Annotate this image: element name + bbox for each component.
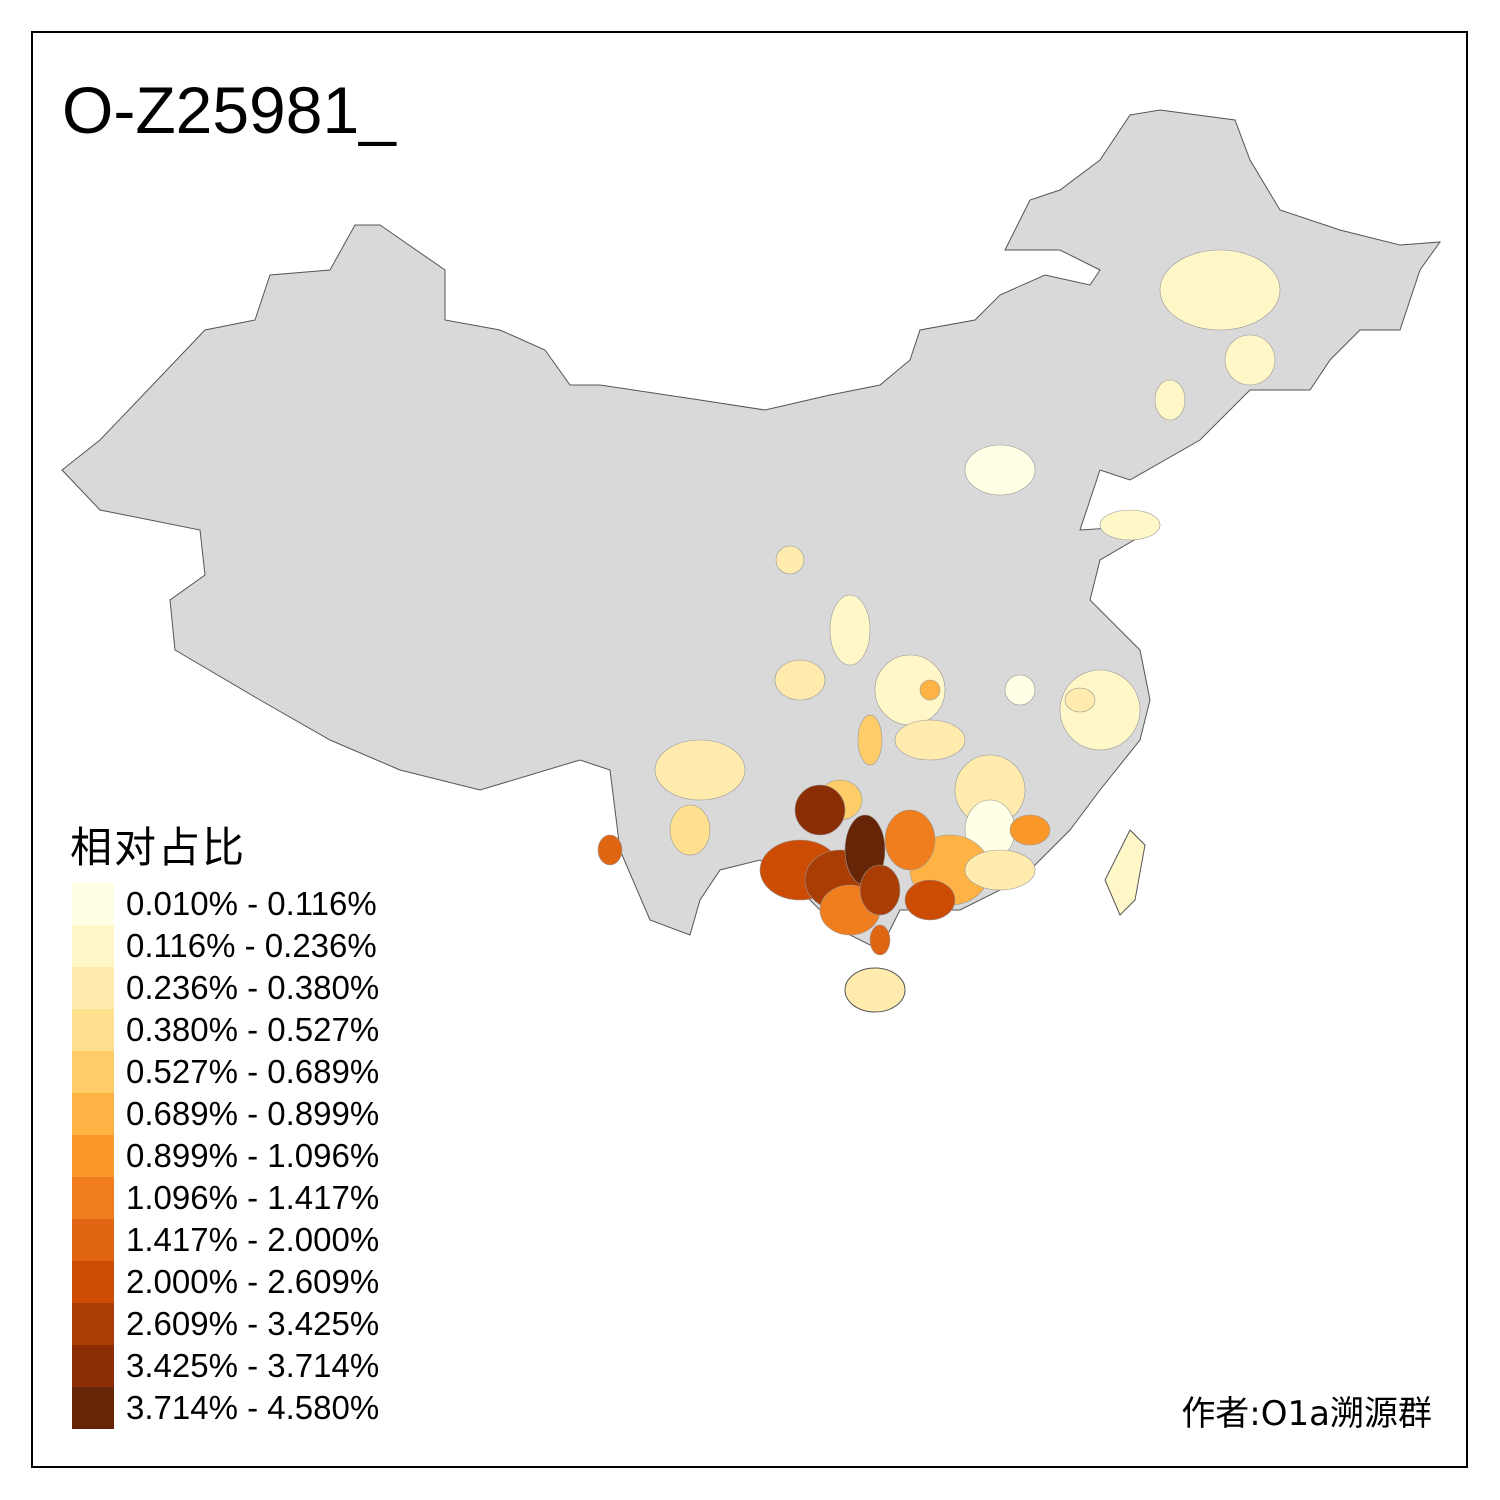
legend-item: 0.689% - 0.899% [72,1093,379,1135]
region-shape [904,879,956,921]
region-shape [894,719,966,761]
map-title: O-Z25981_ [62,73,396,147]
legend-item: 0.116% - 0.236% [72,925,379,967]
region-shape [1099,509,1161,541]
region-shape [597,834,623,866]
legend-swatch [72,1009,114,1051]
region-shape [1224,334,1276,386]
region-shape [1159,249,1281,331]
legend-item: 0.236% - 0.380% [72,967,379,1009]
legend-label: 1.417% - 2.000% [126,1221,380,1258]
region-shape [1009,814,1051,846]
region-shape [829,594,871,666]
legend-swatch [72,1177,114,1219]
legend-item: 1.417% - 2.000% [72,1219,379,1261]
legend-label: 0.116% - 0.236% [126,927,377,964]
region-shape [1154,379,1186,421]
legend-swatch [72,1093,114,1135]
legend-item: 3.425% - 3.714% [72,1345,379,1387]
legend-swatch [72,883,114,925]
legend-item: 0.527% - 0.689% [72,1051,379,1093]
region-shape [964,444,1036,496]
legend-label: 0.899% - 1.096% [126,1137,380,1174]
legend-title: 相对占比 [70,823,247,872]
legend-label: 1.096% - 1.417% [126,1179,380,1216]
legend-swatch [72,925,114,967]
region-shape [859,864,901,916]
legend-label: 0.010% - 0.116% [126,885,377,922]
region-shape [794,784,846,836]
legend-swatch [72,967,114,1009]
legend-label: 2.000% - 2.609% [126,1263,380,1300]
legend-swatch [72,1303,114,1345]
legend-swatch [72,1051,114,1093]
legend-label: 3.425% - 3.714% [126,1347,380,1384]
region-shape [654,739,746,801]
legend-item: 0.899% - 1.096% [72,1135,379,1177]
region-shape [775,545,805,575]
author-credit: 作者:O1a溯源群 [1181,1394,1432,1434]
legend-label: 0.527% - 0.689% [126,1053,380,1090]
legend-label: 2.609% - 3.425% [126,1305,380,1342]
china-outline [61,109,1442,951]
legend-label: 0.236% - 0.380% [126,969,380,1006]
legend-label: 3.714% - 4.580% [126,1389,380,1426]
legend-item: 1.096% - 1.417% [72,1177,379,1219]
region-shape [1064,687,1096,713]
legend-item: 0.380% - 0.527% [72,1009,379,1051]
legend-item: 2.000% - 2.609% [72,1261,379,1303]
legend-swatch [72,1387,114,1429]
legend-item: 2.609% - 3.425% [72,1303,379,1345]
legend-swatch [72,1219,114,1261]
legend-swatch [72,1261,114,1303]
legend-item: 3.714% - 4.580% [72,1387,379,1429]
colored-regions [597,249,1281,956]
hainan-island [844,967,906,1013]
region-shape [919,679,941,701]
legend: 0.010% - 0.116% 0.116% - 0.236% 0.236% - 0… [72,883,379,1429]
legend-swatch [72,1345,114,1387]
taiwan-island [1104,829,1146,916]
region-shape [774,659,826,701]
region-shape [857,714,883,766]
region-shape [1004,674,1036,706]
legend-item: 0.010% - 0.116% [72,883,379,925]
region-shape [669,804,711,856]
legend-label: 0.380% - 0.527% [126,1011,380,1048]
region-shape [884,809,936,871]
legend-swatch [72,1135,114,1177]
legend-label: 0.689% - 0.899% [126,1095,380,1132]
region-shape [964,849,1036,891]
region-shape [869,924,891,956]
map-frame [31,31,1468,1468]
